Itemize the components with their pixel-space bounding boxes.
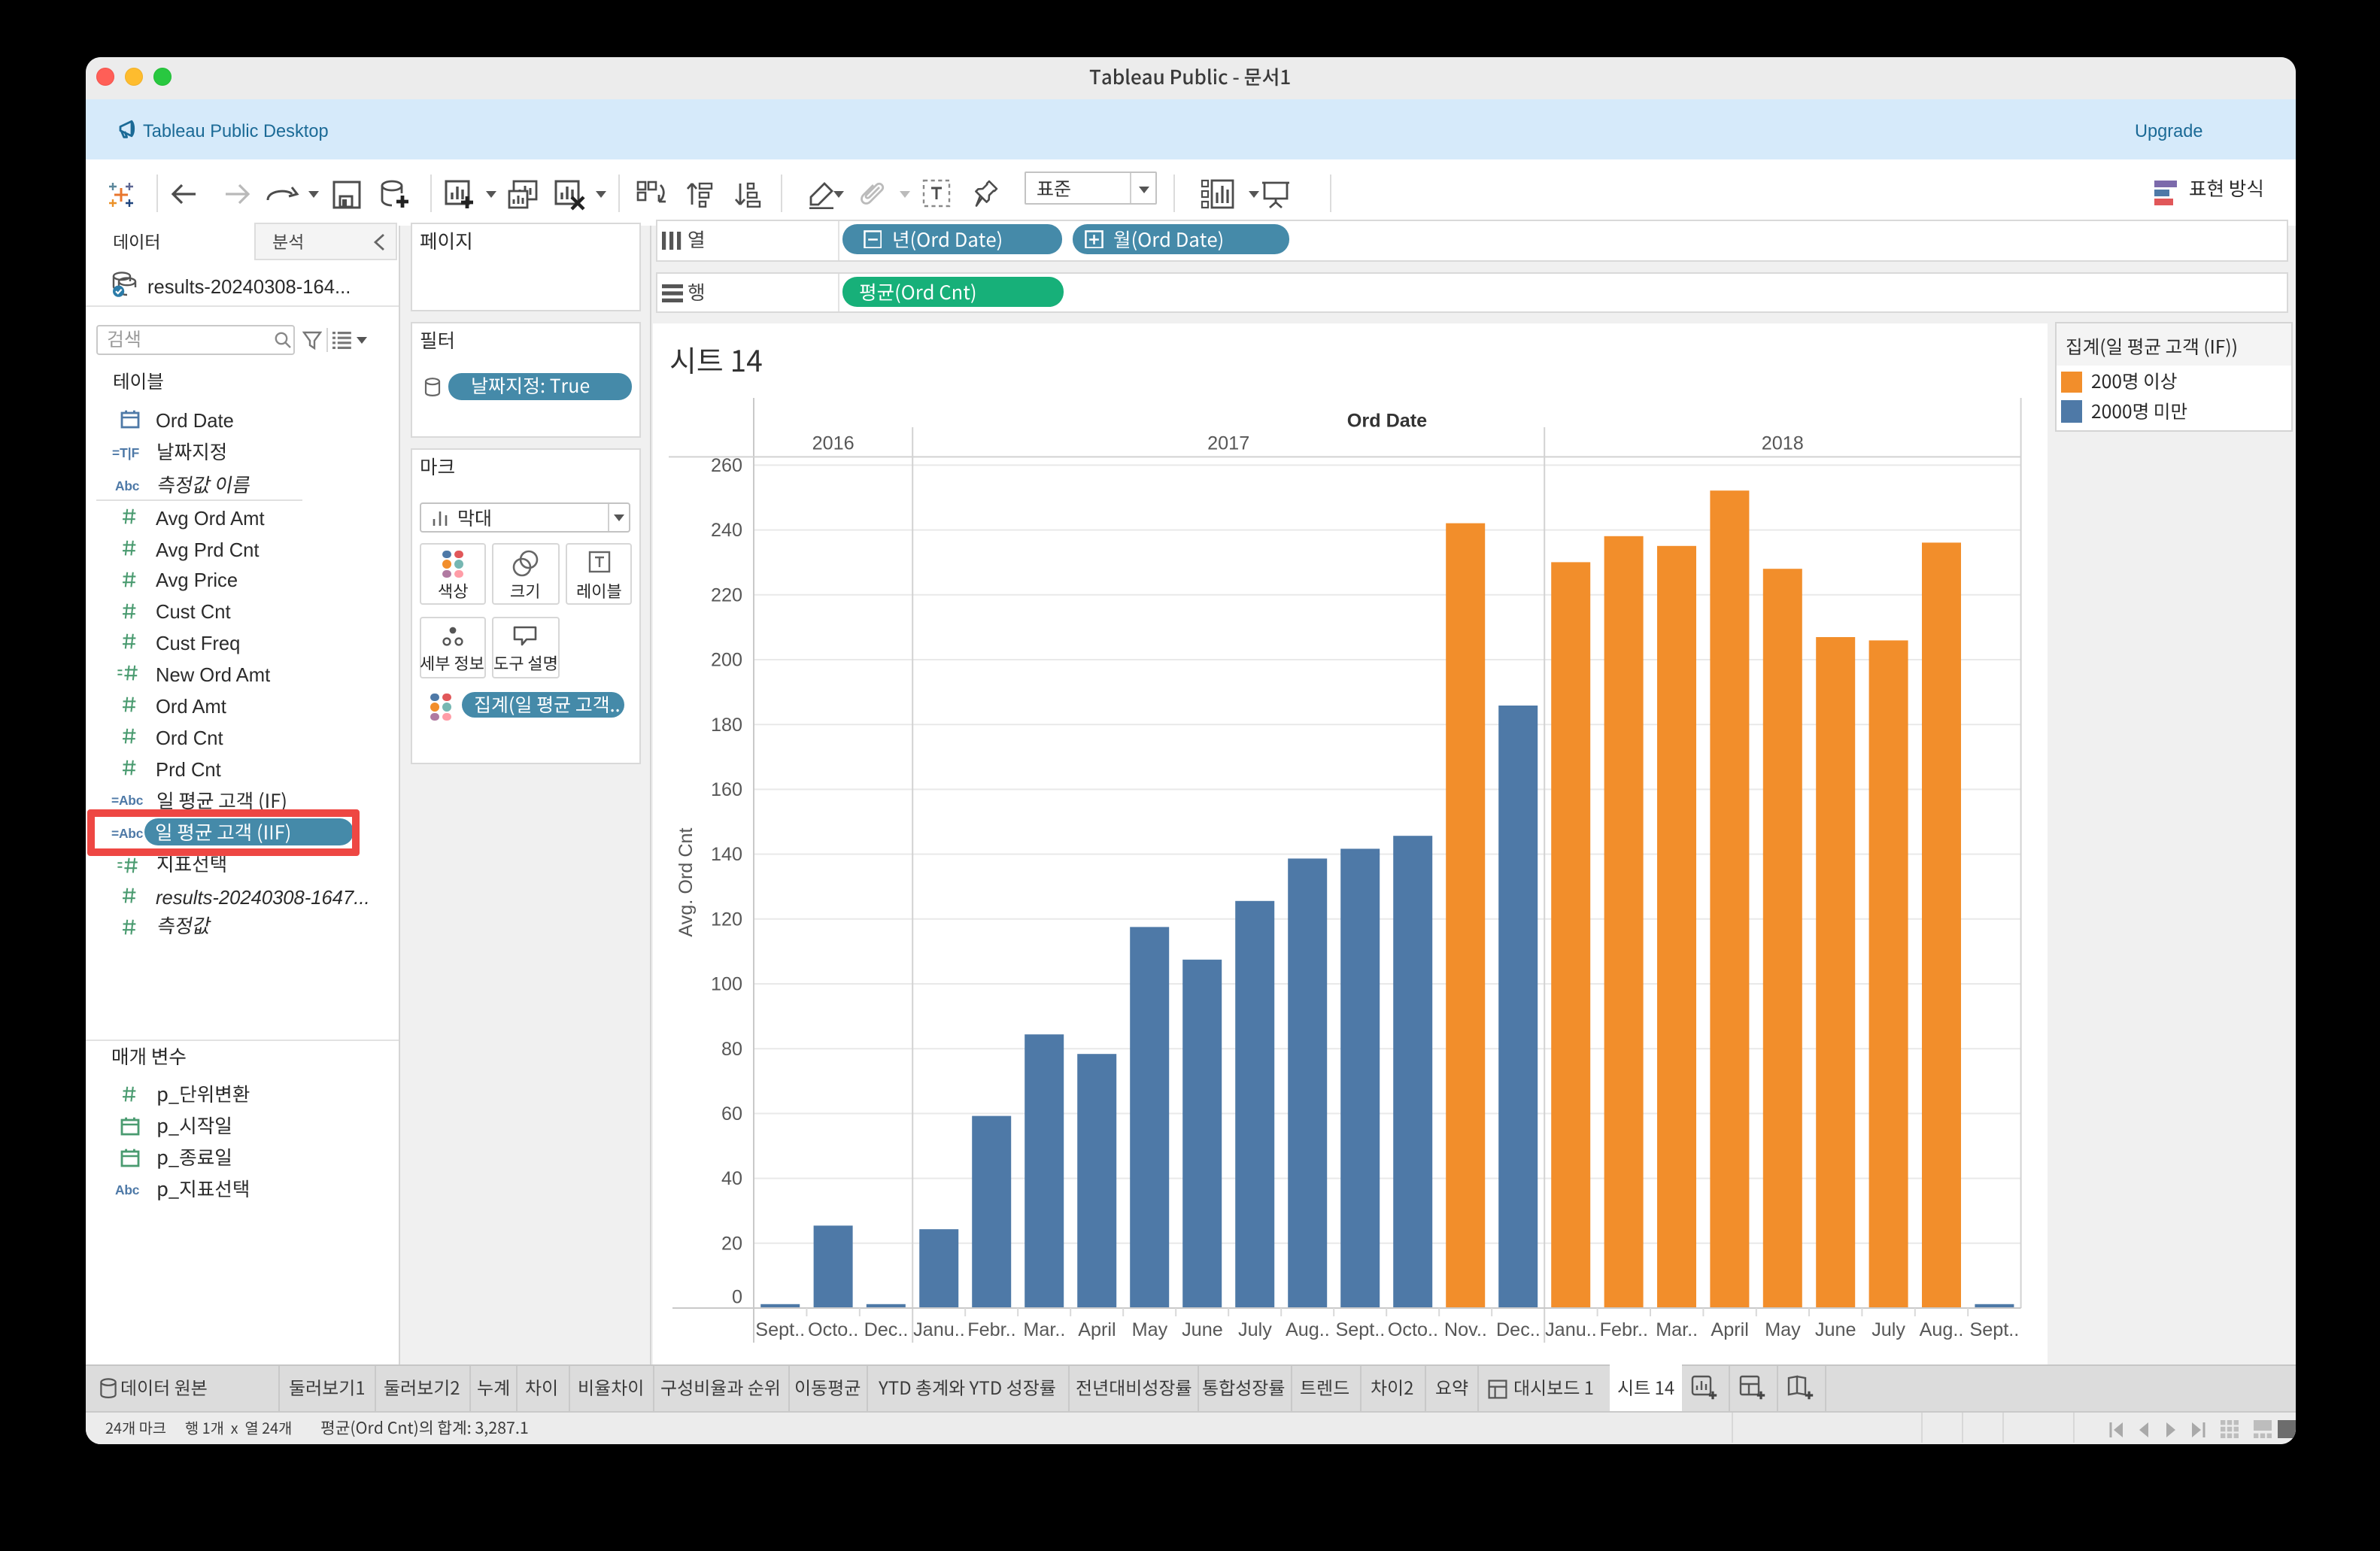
svg-text:Febr..: Febr.. bbox=[1600, 1319, 1648, 1340]
svg-text:20: 20 bbox=[721, 1232, 742, 1253]
svg-text:Febr..: Febr.. bbox=[967, 1319, 1015, 1340]
svg-text:Dec..: Dec.. bbox=[1496, 1319, 1541, 1340]
svg-text:2016: 2016 bbox=[812, 432, 855, 453]
svg-text:Octo..: Octo.. bbox=[808, 1319, 858, 1340]
svg-text:July: July bbox=[1238, 1319, 1272, 1340]
svg-text:Dec..: Dec.. bbox=[864, 1319, 909, 1340]
svg-text:0: 0 bbox=[732, 1286, 742, 1307]
svg-text:160: 160 bbox=[711, 779, 742, 800]
svg-text:240: 240 bbox=[711, 519, 742, 540]
svg-text:Aug..: Aug.. bbox=[1286, 1319, 1330, 1340]
svg-text:2017: 2017 bbox=[1207, 432, 1249, 453]
svg-text:Octo..: Octo.. bbox=[1388, 1319, 1438, 1340]
svg-text:June: June bbox=[1815, 1319, 1856, 1340]
svg-text:Janu..: Janu.. bbox=[1545, 1319, 1597, 1340]
svg-text:June: June bbox=[1182, 1319, 1223, 1340]
svg-text:40: 40 bbox=[721, 1167, 742, 1188]
svg-text:220: 220 bbox=[711, 584, 742, 605]
svg-text:140: 140 bbox=[711, 843, 742, 864]
svg-text:May: May bbox=[1765, 1319, 1801, 1340]
svg-text:May: May bbox=[1132, 1319, 1168, 1340]
svg-text:60: 60 bbox=[721, 1103, 742, 1124]
svg-text:Avg. Ord Cnt: Avg. Ord Cnt bbox=[675, 827, 697, 936]
svg-text:April: April bbox=[1711, 1319, 1748, 1340]
svg-text:2018: 2018 bbox=[1762, 432, 1804, 453]
svg-text:Janu..: Janu.. bbox=[913, 1319, 965, 1340]
svg-text:Sept..: Sept.. bbox=[1969, 1319, 2019, 1340]
svg-text:180: 180 bbox=[711, 714, 742, 735]
svg-text:Mar..: Mar.. bbox=[1656, 1319, 1698, 1340]
svg-text:Sept..: Sept.. bbox=[1335, 1319, 1385, 1340]
svg-text:120: 120 bbox=[711, 908, 742, 929]
svg-text:April: April bbox=[1078, 1319, 1116, 1340]
svg-text:Aug..: Aug.. bbox=[1920, 1319, 1964, 1340]
svg-text:July: July bbox=[1872, 1319, 1905, 1340]
svg-text:80: 80 bbox=[721, 1038, 742, 1059]
svg-text:Nov..: Nov.. bbox=[1444, 1319, 1487, 1340]
svg-text:200: 200 bbox=[711, 649, 742, 670]
svg-text:260: 260 bbox=[711, 454, 742, 475]
svg-text:Ord Date: Ord Date bbox=[1347, 410, 1427, 431]
svg-text:100: 100 bbox=[711, 973, 742, 994]
svg-text:Sept..: Sept.. bbox=[755, 1319, 805, 1340]
svg-text:Mar..: Mar.. bbox=[1023, 1319, 1065, 1340]
